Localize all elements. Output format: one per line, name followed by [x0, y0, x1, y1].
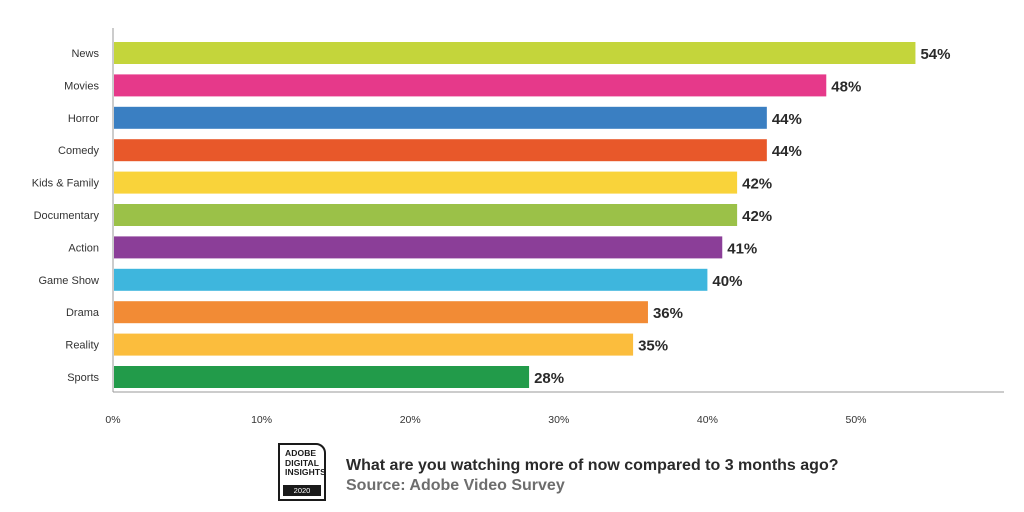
bar-drama — [114, 301, 648, 324]
value-label: 44% — [772, 111, 802, 128]
value-label: 54% — [920, 46, 950, 63]
value-label: 48% — [831, 78, 861, 95]
bar-sports — [114, 366, 530, 388]
bar-game-show — [114, 268, 708, 291]
value-label: 41% — [727, 240, 757, 257]
logo-wordmark: ADOBE DIGITAL INSIGHTS — [285, 448, 326, 477]
bar-movies — [114, 74, 827, 97]
category-label: Kids & Family — [32, 178, 100, 190]
category-label: Movies — [64, 80, 99, 92]
bar-reality — [114, 333, 634, 356]
category-label: Reality — [65, 340, 99, 352]
bar-action — [114, 236, 723, 259]
x-tick-label: 30% — [548, 414, 569, 426]
survey-question: What are you watching more of now compar… — [346, 457, 839, 474]
value-label: 35% — [638, 338, 668, 355]
logo-year: 2020 — [283, 485, 321, 496]
bar-horror — [114, 106, 767, 129]
chart-footer: ADOBE DIGITAL INSIGHTS 2020 What are you… — [278, 443, 838, 503]
category-label: Horror — [68, 113, 100, 125]
bar-news — [114, 42, 916, 64]
category-label: Action — [68, 242, 99, 254]
value-label: 36% — [653, 305, 683, 322]
category-label: Documentary — [34, 210, 100, 222]
category-label: News — [71, 48, 99, 60]
survey-source: Source: Adobe Video Survey — [346, 477, 565, 494]
category-label: Comedy — [58, 145, 99, 157]
bar-comedy — [114, 139, 767, 162]
x-tick-label: 40% — [697, 414, 718, 426]
category-label: Drama — [66, 307, 100, 319]
value-label: 42% — [742, 208, 772, 225]
bar-chart: News 54% Movies 48% Horror 44% Comedy 44% Kids &… — [32, 28, 1004, 426]
category-label: Game Show — [38, 275, 99, 287]
chart-caption: What are you watching more of now compar… — [346, 443, 838, 496]
adobe-digital-insights-logo: ADOBE DIGITAL INSIGHTS 2020 — [278, 443, 326, 501]
x-tick-label: 50% — [845, 414, 866, 426]
bar-kids-family — [114, 171, 738, 194]
value-label: 42% — [742, 176, 772, 193]
x-tick-label: 0% — [105, 414, 120, 426]
value-label: 44% — [772, 143, 802, 160]
category-label: Sports — [67, 372, 99, 384]
value-label: 28% — [534, 370, 564, 387]
x-tick-label: 20% — [400, 414, 421, 426]
value-label: 40% — [712, 273, 742, 290]
x-tick-label: 10% — [251, 414, 272, 426]
bar-documentary — [114, 204, 738, 226]
